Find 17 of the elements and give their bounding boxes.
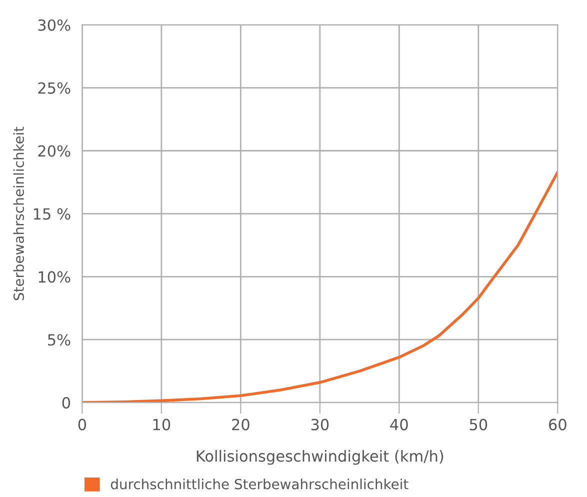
legend-label: durchschnittliche Sterbewahrscheinlichkeit <box>110 478 408 490</box>
x-tick-label: 60 <box>548 418 566 430</box>
y-tick-label: 15 % <box>34 208 70 220</box>
x-tick-label: 0 <box>78 418 86 430</box>
y-tick-label: 10% <box>38 271 70 283</box>
y-tick-label: 30% <box>38 19 70 31</box>
y-tick-label: 20% <box>38 145 70 157</box>
x-tick-label: 30 <box>311 418 329 430</box>
x-axis-title: Kollisionsgeschwindigkeit (km/h) <box>196 450 444 465</box>
y-tick-label: 5% <box>48 334 70 346</box>
x-tick-label: 50 <box>470 418 488 430</box>
x-tick-label: 20 <box>232 418 250 430</box>
x-tick-label: 10 <box>153 418 170 430</box>
x-tick-label: 40 <box>390 418 408 430</box>
y-tick-label: 0 <box>62 397 70 409</box>
y-axis-title: Sterbewahrscheinlichkeit <box>13 126 24 300</box>
y-tick-label: 25% <box>38 82 70 94</box>
